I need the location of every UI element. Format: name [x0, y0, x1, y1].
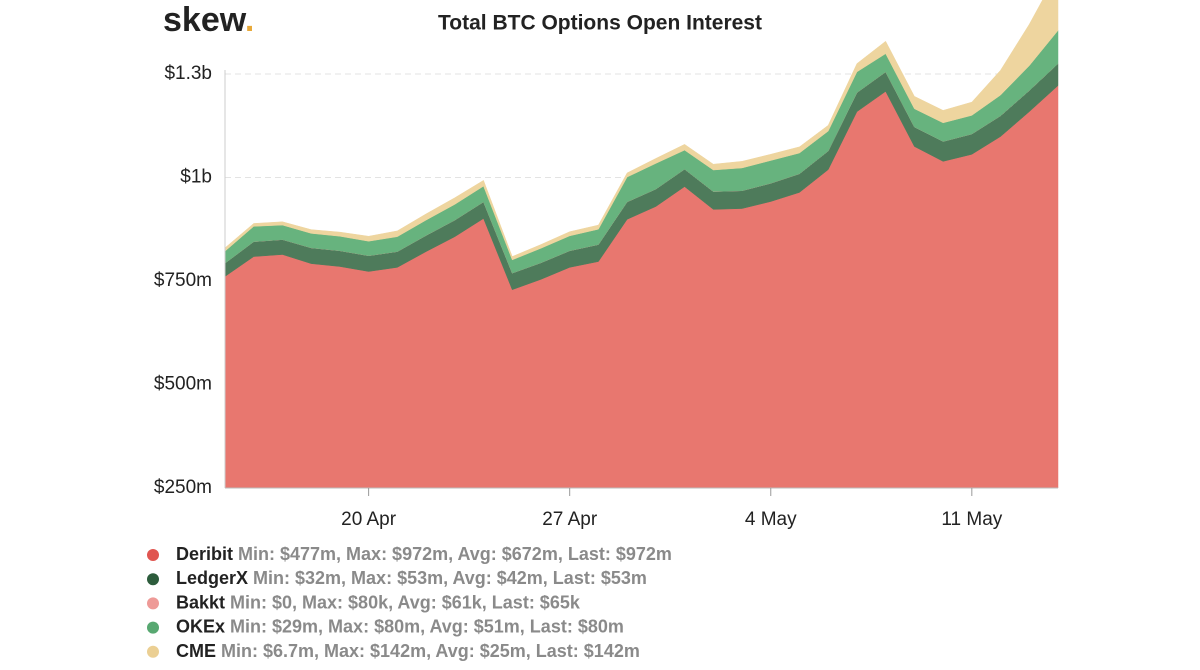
legend-entry: LedgerX Min: $32m, Max: $53m, Avg: $42m, …	[176, 568, 647, 588]
chart-title: Total BTC Options Open Interest	[438, 12, 762, 35]
logo: skew.	[163, 1, 254, 39]
legend-marker	[147, 621, 159, 634]
legend-entry: CME Min: $6.7m, Max: $142m, Avg: $25m, La…	[176, 641, 640, 661]
legend-entry: OKEx Min: $29m, Max: $80m, Avg: $51m, Las…	[176, 616, 624, 636]
legend-entry: Bakkt Min: $0, Max: $80k, Avg: $61k, Last…	[176, 592, 581, 612]
legend-name: LedgerX	[176, 568, 248, 588]
y-tick-label: $1.3b	[164, 63, 212, 84]
logo-text: skew	[163, 1, 247, 39]
legend-name: OKEx	[176, 616, 225, 636]
legend-entry: Deribit Min: $477m, Max: $972m, Avg: $672…	[176, 544, 672, 564]
legend-marker	[147, 645, 159, 658]
y-tick-label: $750m	[154, 270, 212, 291]
logo-dot: .	[245, 1, 254, 39]
x-tick-label: 11 May	[941, 509, 1002, 530]
legend-stats: Min: $29m, Max: $80m, Avg: $51m, Last: $…	[230, 616, 624, 636]
legend-stats: Min: $32m, Max: $53m, Avg: $42m, Last: $…	[253, 568, 647, 588]
legend-name: Deribit	[176, 544, 233, 564]
y-tick-label: $1b	[180, 167, 212, 188]
legend-name: CME	[176, 641, 216, 661]
x-tick-label: 27 Apr	[542, 509, 598, 530]
legend-marker	[147, 549, 159, 561]
legend-name: Bakkt	[176, 592, 225, 612]
legend-stats: Min: $477m, Max: $972m, Avg: $672m, Last…	[238, 544, 672, 564]
area	[224, 0, 1059, 261]
legend-stats: Min: $0, Max: $80k, Avg: $61k, Last: $65…	[230, 592, 581, 612]
legend-stats: Min: $6.7m, Max: $142m, Avg: $25m, Last:…	[221, 641, 640, 661]
legend-marker	[147, 597, 159, 610]
y-tick-label: $500m	[154, 374, 212, 395]
x-tick-label: 4 May	[745, 509, 797, 530]
legend-marker	[147, 573, 159, 586]
y-tick-label: $250m	[154, 477, 212, 498]
x-tick-label: 20 Apr	[341, 509, 397, 530]
